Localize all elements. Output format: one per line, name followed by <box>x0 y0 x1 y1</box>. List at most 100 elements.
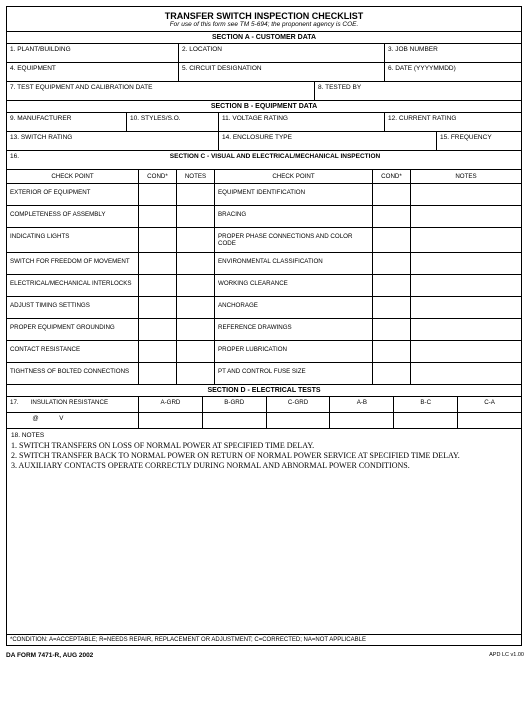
checkpoint-notes-right <box>411 206 521 227</box>
checkpoint-cond-left <box>139 206 177 227</box>
section-c-title: SECTION C - VISUAL AND ELECTRICAL/MECHAN… <box>29 151 521 169</box>
section-d-header: SECTION D - ELECTRICAL TESTS <box>7 385 521 397</box>
checkpoint-notes-right <box>411 275 521 296</box>
checkpoint-notes-right <box>411 253 521 274</box>
checkpoint-right: PT AND CONTROL FUSE SIZE <box>215 363 373 384</box>
checkpoint-notes-left <box>177 275 215 296</box>
checkpoint-right: WORKING CLEARANCE <box>215 275 373 296</box>
note-line-3: 3. AUXILIARY CONTACTS OPERATE CORRECTLY … <box>11 461 517 470</box>
checkpoint-left: INDICATING LIGHTS <box>7 228 139 252</box>
col-c-a: C-A <box>458 397 521 412</box>
checkpoint-right: ENVIRONMENTAL CLASSIFICATION <box>215 253 373 274</box>
val-b-c <box>394 413 458 428</box>
checkpoint-cond-right <box>373 275 411 296</box>
field-manufacturer: 9. MANUFACTURER <box>7 113 127 131</box>
checkpoint-cond-right <box>373 341 411 362</box>
checkpoint-cond-left <box>139 184 177 205</box>
checkpoint-notes-right <box>411 184 521 205</box>
row-a2: 4. EQUIPMENT 5. CIRCUIT DESIGNATION 6. D… <box>7 63 521 82</box>
checkpoint-cond-right <box>373 206 411 227</box>
form-title: TRANSFER SWITCH INSPECTION CHECKLIST <box>7 11 521 21</box>
row-a1: 1. PLANT/BUILDING 2. LOCATION 3. JOB NUM… <box>7 44 521 63</box>
field-date: 6. DATE (YYYYMMDD) <box>385 63 521 81</box>
bottom-row: DA FORM 7471-R, AUG 2002 APD LC v1.00 <box>6 652 524 659</box>
col-b-grd: B-GRD <box>203 397 267 412</box>
checkpoint-cond-left <box>139 275 177 296</box>
field-voltage-rating: 11. VOLTAGE RATING <box>219 113 385 131</box>
section-d-header-row: 17. INSULATION RESISTANCE A-GRD B-GRD C-… <box>7 397 521 413</box>
checkpoint-left: ELECTRICAL/MECHANICAL INTERLOCKS <box>7 275 139 296</box>
checkpoint-cond-left <box>139 228 177 252</box>
checkpoint-left: EXTERIOR OF EQUIPMENT <box>7 184 139 205</box>
field-circuit-designation: 5. CIRCUIT DESIGNATION <box>179 63 385 81</box>
field-equipment: 4. EQUIPMENT <box>7 63 179 81</box>
col-a-b: A-B <box>330 397 394 412</box>
checkpoint-notes-left <box>177 297 215 318</box>
col-checkpoint-left: CHECK POINT <box>7 170 139 183</box>
checkpoint-left: COMPLETENESS OF ASSEMBLY <box>7 206 139 227</box>
val-c-grd <box>267 413 331 428</box>
checkpoint-right: EQUIPMENT IDENTIFICATION <box>215 184 373 205</box>
field-job-number: 3. JOB NUMBER <box>385 44 521 62</box>
col-b-c: B-C <box>394 397 458 412</box>
col-checkpoint-right: CHECK POINT <box>215 170 373 183</box>
field-switch-rating: 13. SWITCH RATING <box>7 132 219 150</box>
checkpoint-row: COMPLETENESS OF ASSEMBLY BRACING <box>7 206 521 228</box>
checkpoint-notes-left <box>177 184 215 205</box>
checkpoint-notes-left <box>177 206 215 227</box>
footer-condition: *CONDITION: A=ACCEPTABLE; R=NEEDS REPAIR… <box>7 634 521 645</box>
val-a-b <box>330 413 394 428</box>
form-subtitle: For use of this form see TM 5-694; the p… <box>7 21 521 28</box>
checkpoint-left: SWITCH FOR FREEDOM OF MOVEMENT <box>7 253 139 274</box>
val-a-grd <box>139 413 203 428</box>
field-enclosure-type: 14. ENCLOSURE TYPE <box>219 132 437 150</box>
row-a3: 7. TEST EQUIPMENT AND CALIBRATION DATE 8… <box>7 82 521 101</box>
col-cond-right: COND* <box>373 170 411 183</box>
checkpoint-notes-right <box>411 363 521 384</box>
row-b1: 9. MANUFACTURER 10. STYLES/S.O. 11. VOLT… <box>7 113 521 132</box>
checkpoint-left: ADJUST TIMING SETTINGS <box>7 297 139 318</box>
field-tested-by: 8. TESTED BY <box>315 82 521 100</box>
field-location: 2. LOCATION <box>179 44 385 62</box>
checkpoint-row: EXTERIOR OF EQUIPMENT EQUIPMENT IDENTIFIC… <box>7 184 521 206</box>
checkpoint-notes-left <box>177 319 215 340</box>
form-container: TRANSFER SWITCH INSPECTION CHECKLIST For… <box>6 6 522 646</box>
checkpoint-cond-right <box>373 228 411 252</box>
checkpoint-header-row: CHECK POINT COND* NOTES CHECK POINT COND… <box>7 170 521 184</box>
checkpoint-notes-left <box>177 228 215 252</box>
row-b2: 13. SWITCH RATING 14. ENCLOSURE TYPE 15.… <box>7 132 521 151</box>
checkpoint-row: SWITCH FOR FREEDOM OF MOVEMENT ENVIRONMEN… <box>7 253 521 275</box>
checkpoint-left: TIGHTNESS OF BOLTED CONNECTIONS <box>7 363 139 384</box>
checkpoint-notes-right <box>411 228 521 252</box>
checkpoint-cond-right <box>373 319 411 340</box>
checkpoint-row: TIGHTNESS OF BOLTED CONNECTIONS PT AND CO… <box>7 363 521 385</box>
checkpoint-row: ELECTRICAL/MECHANICAL INTERLOCKS WORKING … <box>7 275 521 297</box>
checkpoint-row: INDICATING LIGHTSPROPER PHASE CONNECTION… <box>7 228 521 253</box>
checkpoint-notes-right <box>411 319 521 340</box>
col-notes-right: NOTES <box>411 170 521 183</box>
val-b-grd <box>203 413 267 428</box>
checkpoint-cond-left <box>139 363 177 384</box>
note-line-2: 2. SWITCH TRANSFER BACK TO NORMAL POWER … <box>11 451 517 460</box>
form-id: DA FORM 7471-R, AUG 2002 <box>6 652 93 659</box>
field-insulation-sub: @ V <box>7 413 139 428</box>
checkpoint-right: BRACING <box>215 206 373 227</box>
section-a-header: SECTION A - CUSTOMER DATA <box>7 32 521 44</box>
checkpoint-left: PROPER EQUIPMENT GROUNDING <box>7 319 139 340</box>
checkpoint-cond-left <box>139 341 177 362</box>
checkpoint-notes-right <box>411 297 521 318</box>
checkpoint-notes-left <box>177 341 215 362</box>
title-block: TRANSFER SWITCH INSPECTION CHECKLIST For… <box>7 7 521 32</box>
section-c-num: 16. <box>7 151 29 169</box>
val-c-a <box>458 413 521 428</box>
checkpoint-notes-right <box>411 341 521 362</box>
section-d-value-row: @ V <box>7 413 521 429</box>
field-frequency: 15. FREQUENCY <box>437 132 521 150</box>
checkpoint-cond-right <box>373 297 411 318</box>
notes-block: 18. NOTES 1. SWITCH TRANSFERS ON LOSS OF… <box>7 429 521 634</box>
field-plant-building: 1. PLANT/BUILDING <box>7 44 179 62</box>
checkpoint-cond-left <box>139 319 177 340</box>
col-cond-left: COND* <box>139 170 177 183</box>
checkpoint-right: REFERENCE DRAWINGS <box>215 319 373 340</box>
checkpoint-left: CONTACT RESISTANCE <box>7 341 139 362</box>
